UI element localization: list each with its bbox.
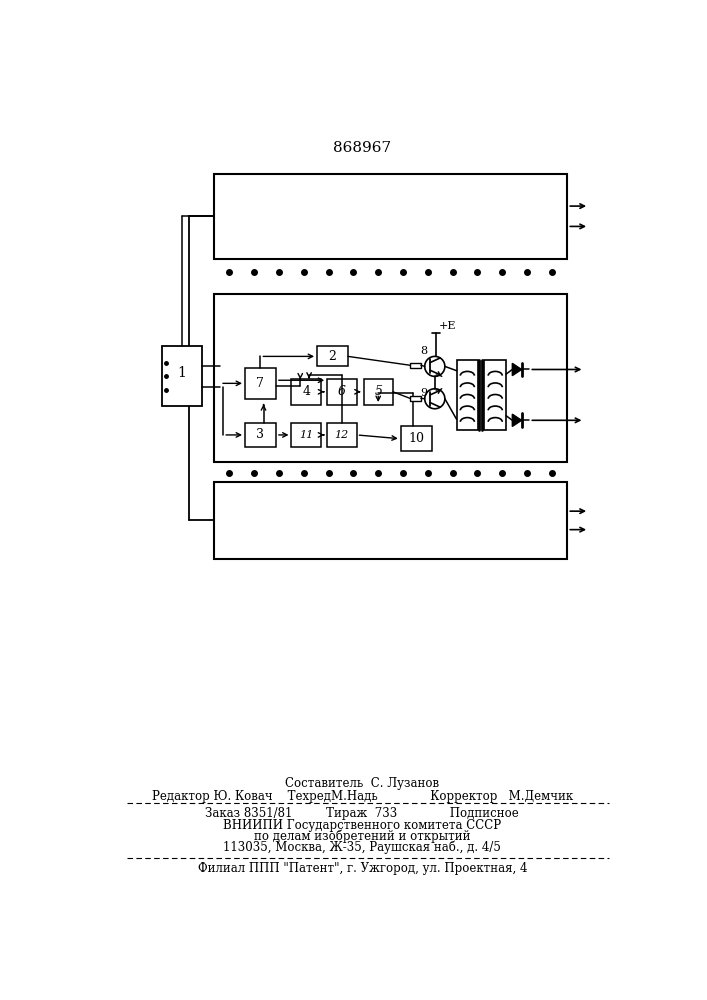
Polygon shape (513, 363, 522, 376)
Text: Заказ 8351/81         Тираж  733              Подписное: Заказ 8351/81 Тираж 733 Подписное (206, 806, 519, 820)
Bar (484, 360, 506, 430)
Bar (317, 346, 348, 366)
Bar (410, 396, 421, 401)
Text: 9: 9 (420, 388, 427, 398)
Text: 113035, Москва, Ж-35, Раушская наб., д. 4/5: 113035, Москва, Ж-35, Раушская наб., д. … (223, 840, 501, 854)
Text: 8: 8 (420, 346, 427, 356)
Bar (245, 423, 276, 447)
Text: 2: 2 (329, 350, 337, 363)
Text: 4: 4 (302, 385, 310, 398)
Text: 1: 1 (177, 366, 187, 380)
Polygon shape (513, 414, 522, 426)
Text: 11: 11 (299, 430, 313, 440)
Bar (162, 346, 202, 406)
Text: 5: 5 (374, 385, 382, 398)
Bar (245, 368, 276, 399)
Bar (214, 174, 567, 259)
Text: 6: 6 (338, 385, 346, 398)
Text: 3: 3 (257, 428, 264, 441)
Bar (327, 379, 356, 405)
Text: Филиал ППП "Патент", г. Ужгород, ул. Проектная, 4: Филиал ППП "Патент", г. Ужгород, ул. Про… (197, 862, 527, 875)
Text: 7: 7 (257, 377, 264, 390)
Bar (291, 379, 321, 405)
Text: Составитель  С. Лузанов: Составитель С. Лузанов (286, 777, 439, 790)
Text: по делам изобретений и открытий: по делам изобретений и открытий (254, 829, 471, 843)
Text: 868967: 868967 (333, 141, 391, 155)
Text: 10: 10 (408, 432, 424, 445)
Bar (327, 423, 356, 447)
Bar (214, 482, 567, 559)
Text: ВНИИПИ Государственного комитета СССР: ВНИИПИ Государственного комитета СССР (223, 819, 501, 832)
Text: 12: 12 (334, 430, 349, 440)
Bar (410, 363, 421, 368)
Bar (401, 426, 432, 451)
Text: Редактор Ю. Ковач    ТехредМ.Надь              Корректор   М.Демчик: Редактор Ю. Ковач ТехредМ.Надь Корректор… (152, 790, 573, 803)
Bar (214, 294, 567, 462)
Text: +E: +E (438, 321, 456, 331)
Bar (457, 360, 478, 430)
Bar (291, 423, 321, 447)
Bar (363, 379, 393, 405)
